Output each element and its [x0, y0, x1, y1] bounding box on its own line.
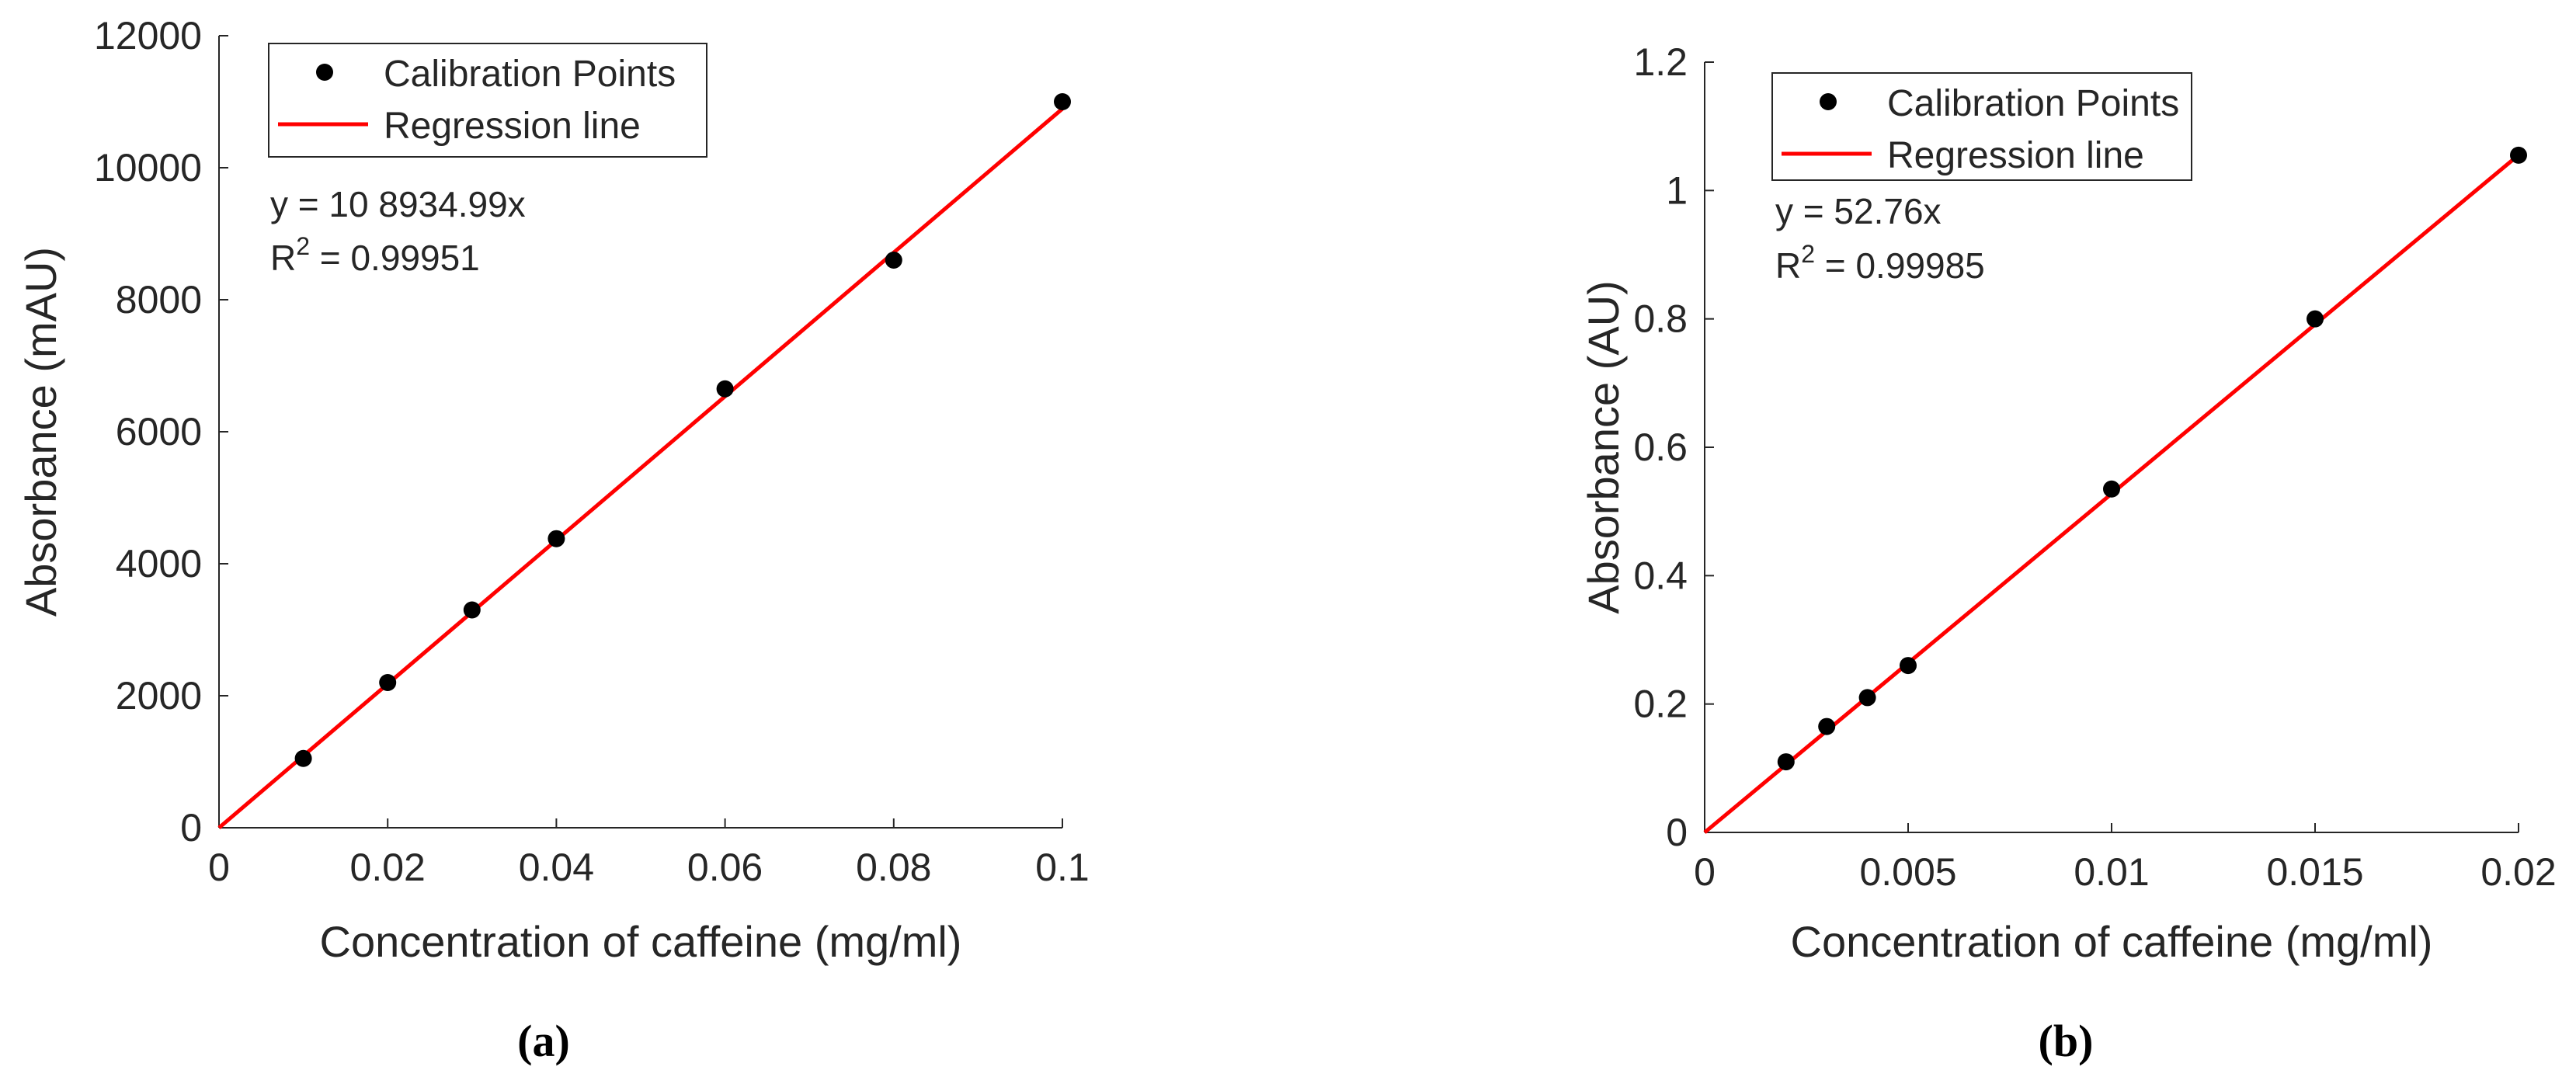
- legend-marker-points: [316, 64, 333, 81]
- y-tick-label: 10000: [94, 146, 202, 189]
- calibration-point: [463, 601, 481, 619]
- y-tick-label: 0: [1666, 811, 1688, 854]
- x-tick-label: 0: [208, 846, 230, 889]
- legend-label-line: Regression line: [1887, 135, 2144, 176]
- r-squared-annotation: R2 = 0.99985: [1775, 240, 1985, 286]
- y-tick-label: 6000: [116, 410, 202, 453]
- calibration-point: [885, 252, 902, 269]
- x-tick-label: 0.04: [519, 846, 594, 889]
- y-tick-label: 8000: [116, 278, 202, 321]
- calibration-point: [379, 674, 397, 691]
- x-tick-label: 0.02: [2480, 850, 2556, 894]
- calibration-point: [548, 530, 565, 547]
- legend-label-points: Calibration Points: [1887, 83, 2179, 124]
- x-tick-label: 0.005: [1859, 850, 1956, 894]
- y-tick-label: 0: [180, 806, 202, 849]
- calibration-point: [1900, 657, 1917, 675]
- y-tick-label: 4000: [116, 542, 202, 585]
- regression-line: [217, 107, 1064, 829]
- panel-label: (a): [517, 1016, 570, 1066]
- r-squared-prefix: R: [1775, 245, 1801, 286]
- x-tick-label: 0.1: [1035, 846, 1090, 889]
- equation-annotation: y = 52.76x: [1775, 191, 1942, 231]
- y-axis-label: Absorbance (mAU): [16, 247, 65, 617]
- x-axis-label: Concentration of caffeine (mg/ml): [1791, 917, 2433, 966]
- legend-marker-points: [1820, 93, 1837, 110]
- r-squared-annotation: R2 = 0.99951: [270, 232, 480, 278]
- y-axis-label: Absorbance (AU): [1579, 280, 1628, 614]
- r-squared-value: = 0.99985: [1815, 245, 1985, 286]
- equation-annotation: y = 10 8934.99x: [270, 184, 526, 224]
- calibration-point: [716, 380, 734, 398]
- calibration-point: [1818, 717, 1836, 735]
- y-tick-label: 0.6: [1633, 426, 1688, 469]
- calibration-point: [1777, 753, 1795, 771]
- panel-label: (b): [2039, 1016, 2094, 1066]
- calibration-point: [2307, 310, 2324, 328]
- chart-panel-a: 0 0.02 0.04 0.06 0.08 0.1 0 2000 4000 6000 8000 100…: [16, 14, 1090, 1066]
- y-tick-label: 0.8: [1633, 297, 1688, 341]
- x-tick-label: 0.02: [350, 846, 426, 889]
- x-tick-label: 0.06: [687, 846, 763, 889]
- y-tick-label: 1: [1666, 169, 1688, 212]
- chart-panel-b: 0 0.005 0.01 0.015 0.02 0 0.2 0.4 0.6 0.8 1 1.2 Conc…: [1579, 40, 2557, 1066]
- calibration-point: [294, 749, 312, 767]
- x-tick-label: 0: [1694, 850, 1716, 894]
- r-squared-superscript: 2: [296, 232, 310, 260]
- x-tick-label: 0.015: [2266, 850, 2363, 894]
- y-tick-label: 1.2: [1633, 40, 1688, 84]
- legend-label-line: Regression line: [384, 106, 641, 147]
- y-tick-label: 2000: [116, 674, 202, 717]
- x-tick-label: 0.01: [2074, 850, 2149, 894]
- legend-label-points: Calibration Points: [384, 54, 676, 95]
- calibration-point: [1054, 93, 1071, 110]
- y-tick-label: 0.2: [1633, 683, 1688, 726]
- calibration-point: [2510, 146, 2527, 164]
- legend-box: [1771, 72, 2192, 181]
- r-squared-value: = 0.99951: [310, 238, 480, 278]
- r-squared-prefix: R: [270, 238, 296, 278]
- r-squared-superscript: 2: [1801, 240, 1815, 268]
- calibration-point: [1858, 689, 1876, 707]
- legend-box: [268, 43, 707, 158]
- y-tick-label: 0.4: [1633, 554, 1688, 597]
- y-tick-label: 12000: [94, 14, 202, 57]
- x-tick-label: 0.08: [856, 846, 931, 889]
- calibration-point: [2103, 480, 2120, 498]
- x-axis-label: Concentration of caffeine (mg/ml): [320, 917, 962, 966]
